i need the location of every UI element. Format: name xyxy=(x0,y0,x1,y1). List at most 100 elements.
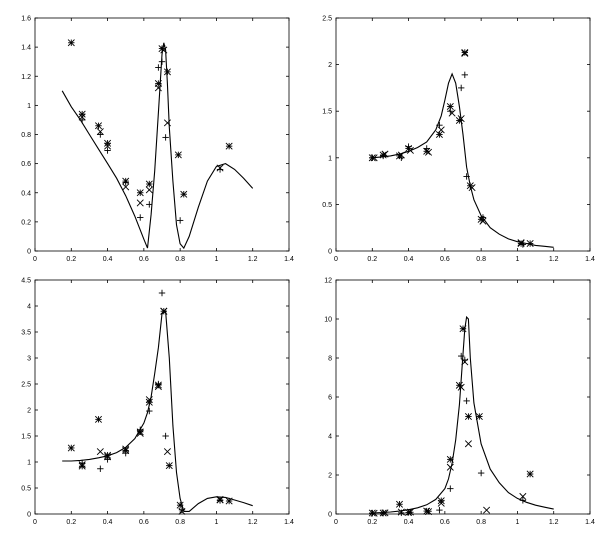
data-point-cross xyxy=(122,445,130,453)
data-point-plus xyxy=(379,152,387,160)
data-point-plus xyxy=(158,58,166,65)
y-tick-label: 8 xyxy=(328,356,332,363)
data-point-plus xyxy=(158,289,166,297)
data-point-cross xyxy=(446,463,454,471)
data-point-plus xyxy=(97,465,104,472)
data-point-plus xyxy=(97,131,104,138)
y-tick-label: 0.5 xyxy=(322,202,332,209)
y-tick-label: 0 xyxy=(328,249,332,256)
data-point-star xyxy=(446,455,454,463)
data-point-plus xyxy=(436,506,443,514)
data-point-plus xyxy=(457,84,465,92)
y-tick-label: 1 xyxy=(27,103,31,110)
data-point-star xyxy=(225,497,233,505)
data-point-star xyxy=(180,190,188,198)
data-point-cross xyxy=(145,396,153,404)
x-tick-label: 0.6 xyxy=(440,519,450,526)
x-tick-label: 1.2 xyxy=(248,256,258,263)
data-point-cross xyxy=(122,183,130,191)
data-point-star xyxy=(78,110,86,118)
data-point-plus xyxy=(104,456,111,463)
y-tick-label: 6 xyxy=(328,395,332,402)
data-point-plus xyxy=(405,143,412,150)
y-tick-label: 0.5 xyxy=(21,486,31,493)
data-point-plus xyxy=(146,407,153,415)
data-point-star xyxy=(174,151,182,159)
data-point-cross xyxy=(154,84,162,92)
data-point-star xyxy=(94,122,103,130)
data-point-cross xyxy=(457,115,465,123)
data-point-star xyxy=(136,189,144,197)
data-point-star xyxy=(104,139,112,147)
data-point-plus xyxy=(461,356,469,364)
data-point-star xyxy=(475,412,483,421)
data-point-cross xyxy=(468,184,476,192)
x-tick-label: 0.8 xyxy=(476,519,486,526)
data-point-cross xyxy=(163,448,171,456)
x-tick-label: 0.6 xyxy=(139,519,149,526)
x-tick-label: 0.8 xyxy=(175,256,185,263)
y-tick-label: 1.2 xyxy=(21,74,31,81)
data-point-plus xyxy=(78,459,86,467)
y-tick-label: 2 xyxy=(328,62,332,69)
data-point-plus xyxy=(137,214,144,221)
data-point-star xyxy=(225,142,233,150)
y-tick-label: 2 xyxy=(328,473,332,480)
data-point-cross xyxy=(437,499,445,507)
y-tick-label: 10 xyxy=(324,317,332,324)
data-point-plus xyxy=(436,121,443,129)
data-point-star xyxy=(395,500,404,508)
x-tick-label: 0.6 xyxy=(440,256,450,263)
data-point-star xyxy=(165,462,173,470)
chart-panel-1: 0 0.2 0.4 0.6 0.8 1 1.2 1.4 0 0.2 0.4 0.6 0.8 1 1.2 1.4… xyxy=(21,16,294,264)
data-point-plus xyxy=(216,497,224,504)
y-tick-label: 4 xyxy=(328,434,332,441)
x-tick-label: 0.4 xyxy=(404,256,414,263)
data-point-plus xyxy=(479,214,487,221)
data-point-plus xyxy=(146,201,153,208)
x-tick-label: 1.4 xyxy=(585,256,595,263)
data-point-plus xyxy=(369,154,376,161)
data-point-plus xyxy=(461,71,469,79)
y-tick-label: 0.2 xyxy=(21,219,31,226)
data-point-plus xyxy=(369,510,376,517)
data-point-cross xyxy=(136,429,144,437)
data-point-plus xyxy=(122,179,129,186)
plot-frame xyxy=(34,279,290,515)
data-point-cross xyxy=(163,119,171,127)
data-point-cross xyxy=(136,199,144,207)
x-tick-label: 1 xyxy=(214,256,218,263)
data-point-plus xyxy=(398,154,405,161)
y-tick-label: 4 xyxy=(27,304,31,311)
data-point-plus xyxy=(162,432,169,440)
x-tick-label: 1 xyxy=(214,519,218,526)
data-point-plus xyxy=(155,380,162,388)
x-tick-label: 1.4 xyxy=(284,256,294,263)
x-tick-label: 0 xyxy=(33,256,37,263)
data-point-cross xyxy=(145,186,153,194)
data-point-plus xyxy=(463,173,470,180)
x-tick-label: 0 xyxy=(334,519,338,526)
y-tick-label: 1.6 xyxy=(21,16,31,23)
x-tick-label: 1.4 xyxy=(284,519,294,526)
data-point-star xyxy=(67,39,75,47)
data-point-star xyxy=(163,68,171,76)
y-tick-label: 2.5 xyxy=(21,382,31,389)
y-tick-label: 4.5 xyxy=(21,278,31,285)
data-point-plus xyxy=(423,145,430,152)
data-point-star xyxy=(461,48,469,57)
data-point-star xyxy=(67,444,75,452)
y-tick-label: 12 xyxy=(324,278,332,285)
data-point-plus xyxy=(162,134,169,141)
chart-panel-2: 0 0.2 0.4 0.6 0.8 1 1.2 1.4 0 0.5 1 1.5 2 2.5 xyxy=(322,16,595,264)
data-point-star xyxy=(435,130,443,139)
x-tick-label: 1.2 xyxy=(248,519,258,526)
y-tick-label: 0.6 xyxy=(21,161,31,168)
data-point-plus xyxy=(477,469,485,477)
x-tick-label: 0.2 xyxy=(66,256,76,263)
x-tick-label: 1.2 xyxy=(549,256,559,263)
chart-panel-4: 0 0.2 0.4 0.6 0.8 1 1.2 1.4 0 2 4 6 8 10 12 xyxy=(324,278,595,527)
data-point-star xyxy=(526,240,534,248)
chart-panel-3: 0 0.2 0.4 0.6 0.8 1 1.2 1.4 0 0.5 1 1.5 2 2.5 3 3.5 4 4.5 xyxy=(21,278,294,527)
